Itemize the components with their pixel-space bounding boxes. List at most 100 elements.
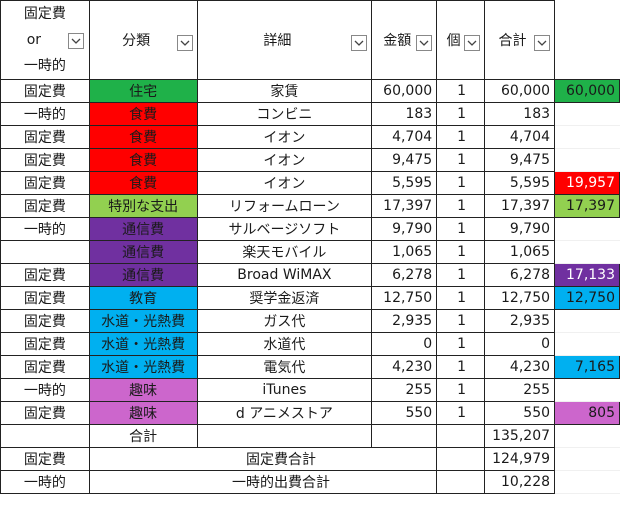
row-category-subtotal-cell[interactable]: 17,397 bbox=[554, 194, 620, 218]
row-type-cell[interactable]: 固定費 bbox=[0, 309, 90, 333]
row-detail-cell[interactable]: Broad WiMAX bbox=[196, 263, 373, 287]
row-total-cell[interactable]: 4,230 bbox=[484, 355, 556, 379]
row-category-subtotal-cell[interactable] bbox=[554, 148, 620, 172]
row-type-cell[interactable]: 一時的 bbox=[0, 217, 90, 241]
row-total-cell[interactable]: 255 bbox=[484, 378, 556, 402]
row-category-subtotal-cell[interactable]: 7,165 bbox=[554, 355, 620, 379]
row-total-cell[interactable]: 550 bbox=[484, 401, 556, 425]
summary-grand-qty-cell[interactable] bbox=[436, 424, 486, 448]
row-detail-cell[interactable]: イオン bbox=[196, 171, 373, 195]
row-amount-cell[interactable]: 9,475 bbox=[371, 148, 438, 172]
summary-grand-total[interactable]: 135,207 bbox=[484, 424, 556, 448]
row-category-cell[interactable]: 水道・光熱費 bbox=[88, 332, 198, 356]
row-qty-cell[interactable]: 1 bbox=[436, 171, 486, 195]
row-type-cell[interactable]: 固定費 bbox=[0, 355, 90, 379]
row-amount-cell[interactable]: 60,000 bbox=[371, 79, 438, 103]
row-category-subtotal-cell[interactable] bbox=[554, 217, 620, 241]
row-detail-cell[interactable]: 家賃 bbox=[196, 79, 373, 103]
row-qty-cell[interactable]: 1 bbox=[436, 79, 486, 103]
summary-grand-type-cell[interactable] bbox=[0, 424, 90, 448]
row-type-cell[interactable]: 固定費 bbox=[0, 286, 90, 310]
row-total-cell[interactable]: 9,790 bbox=[484, 217, 556, 241]
row-category-cell[interactable]: 水道・光熱費 bbox=[88, 309, 198, 333]
row-qty-cell[interactable]: 1 bbox=[436, 125, 486, 149]
row-qty-cell[interactable]: 1 bbox=[436, 148, 486, 172]
row-total-cell[interactable]: 4,704 bbox=[484, 125, 556, 149]
row-category-cell[interactable]: 食費 bbox=[88, 148, 198, 172]
summary-fixed-type[interactable]: 固定費 bbox=[0, 447, 90, 471]
row-category-subtotal-cell[interactable]: 60,000 bbox=[554, 79, 620, 103]
row-type-cell[interactable]: 固定費 bbox=[0, 171, 90, 195]
row-amount-cell[interactable]: 550 bbox=[371, 401, 438, 425]
row-category-subtotal-cell[interactable] bbox=[554, 332, 620, 356]
row-type-cell[interactable]: 固定費 bbox=[0, 401, 90, 425]
filter-detail-button[interactable] bbox=[351, 35, 368, 51]
row-total-cell[interactable]: 1,065 bbox=[484, 240, 556, 264]
summary-temp-total[interactable]: 10,228 bbox=[484, 470, 556, 494]
row-detail-cell[interactable]: イオン bbox=[196, 125, 373, 149]
row-category-subtotal-cell[interactable]: 19,957 bbox=[554, 171, 620, 195]
summary-grand-label[interactable]: 合計 bbox=[88, 424, 198, 448]
row-amount-cell[interactable]: 183 bbox=[371, 102, 438, 126]
row-total-cell[interactable]: 60,000 bbox=[484, 79, 556, 103]
row-total-cell[interactable]: 183 bbox=[484, 102, 556, 126]
row-category-cell[interactable]: 食費 bbox=[88, 171, 198, 195]
row-type-cell[interactable]: 固定費 bbox=[0, 125, 90, 149]
row-total-cell[interactable]: 2,935 bbox=[484, 309, 556, 333]
row-type-cell[interactable] bbox=[0, 240, 90, 264]
row-total-cell[interactable]: 5,595 bbox=[484, 171, 556, 195]
row-qty-cell[interactable]: 1 bbox=[436, 240, 486, 264]
summary-temp-qty-cell[interactable] bbox=[436, 470, 486, 494]
row-category-subtotal-cell[interactable] bbox=[554, 240, 620, 264]
row-total-cell[interactable]: 9,475 bbox=[484, 148, 556, 172]
row-qty-cell[interactable]: 1 bbox=[436, 309, 486, 333]
row-amount-cell[interactable]: 4,704 bbox=[371, 125, 438, 149]
row-detail-cell[interactable]: サルベージソフト bbox=[196, 217, 373, 241]
row-qty-cell[interactable]: 1 bbox=[436, 102, 486, 126]
row-category-cell[interactable]: 住宅 bbox=[88, 79, 198, 103]
row-total-cell[interactable]: 17,397 bbox=[484, 194, 556, 218]
row-detail-cell[interactable]: 電気代 bbox=[196, 355, 373, 379]
filter-type-button[interactable] bbox=[67, 33, 84, 49]
row-total-cell[interactable]: 12,750 bbox=[484, 286, 556, 310]
filter-qty-button[interactable] bbox=[464, 35, 481, 51]
row-detail-cell[interactable]: iTunes bbox=[196, 378, 373, 402]
row-detail-cell[interactable]: イオン bbox=[196, 148, 373, 172]
row-qty-cell[interactable]: 1 bbox=[436, 194, 486, 218]
filter-amount-button[interactable] bbox=[416, 35, 433, 51]
row-amount-cell[interactable]: 17,397 bbox=[371, 194, 438, 218]
row-category-subtotal-cell[interactable] bbox=[554, 378, 620, 402]
row-amount-cell[interactable]: 6,278 bbox=[371, 263, 438, 287]
row-category-cell[interactable]: 通信費 bbox=[88, 240, 198, 264]
row-qty-cell[interactable]: 1 bbox=[436, 217, 486, 241]
row-amount-cell[interactable]: 0 bbox=[371, 332, 438, 356]
row-amount-cell[interactable]: 9,790 bbox=[371, 217, 438, 241]
row-amount-cell[interactable]: 1,065 bbox=[371, 240, 438, 264]
row-qty-cell[interactable]: 1 bbox=[436, 401, 486, 425]
row-qty-cell[interactable]: 1 bbox=[436, 355, 486, 379]
row-type-cell[interactable]: 一時的 bbox=[0, 102, 90, 126]
row-amount-cell[interactable]: 5,595 bbox=[371, 171, 438, 195]
row-qty-cell[interactable]: 1 bbox=[436, 332, 486, 356]
row-detail-cell[interactable]: リフォームローン bbox=[196, 194, 373, 218]
summary-grand-amount-cell[interactable] bbox=[371, 424, 438, 448]
row-amount-cell[interactable]: 12,750 bbox=[371, 286, 438, 310]
summary-temp-type[interactable]: 一時的 bbox=[0, 470, 90, 494]
row-qty-cell[interactable]: 1 bbox=[436, 286, 486, 310]
summary-fixed-total[interactable]: 124,979 bbox=[484, 447, 556, 471]
row-category-subtotal-cell[interactable]: 12,750 bbox=[554, 286, 620, 310]
row-type-cell[interactable]: 一時的 bbox=[0, 378, 90, 402]
row-category-cell[interactable]: 食費 bbox=[88, 125, 198, 149]
row-amount-cell[interactable]: 2,935 bbox=[371, 309, 438, 333]
row-detail-cell[interactable]: コンビニ bbox=[196, 102, 373, 126]
row-category-cell[interactable]: 通信費 bbox=[88, 217, 198, 241]
row-detail-cell[interactable]: d アニメストア bbox=[196, 401, 373, 425]
row-category-subtotal-cell[interactable] bbox=[554, 102, 620, 126]
row-amount-cell[interactable]: 255 bbox=[371, 378, 438, 402]
filter-total-button[interactable] bbox=[534, 35, 551, 51]
filter-category-button[interactable] bbox=[176, 35, 193, 51]
row-detail-cell[interactable]: 奨学金返済 bbox=[196, 286, 373, 310]
row-detail-cell[interactable]: ガス代 bbox=[196, 309, 373, 333]
row-detail-cell[interactable]: 楽天モバイル bbox=[196, 240, 373, 264]
row-category-cell[interactable]: 通信費 bbox=[88, 263, 198, 287]
